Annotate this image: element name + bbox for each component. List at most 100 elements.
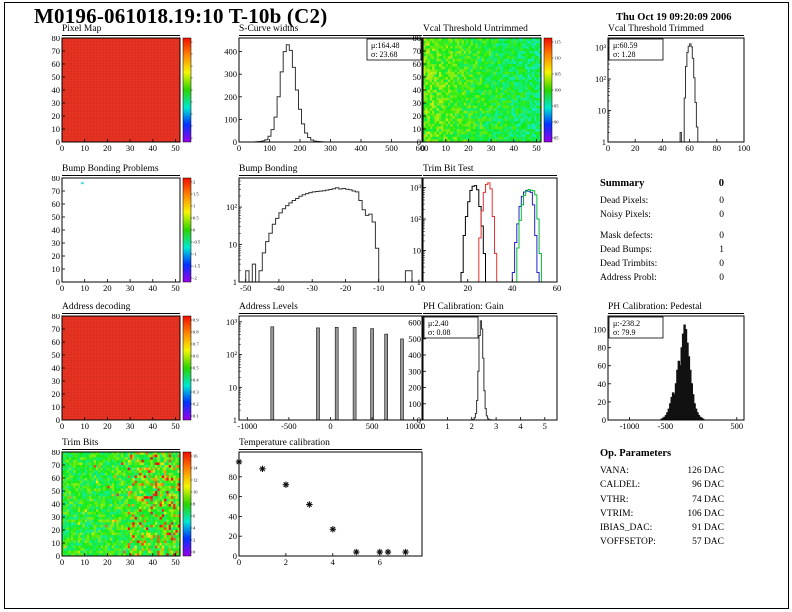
op-parameter-row: VTHR: 74 DAC xyxy=(600,493,724,507)
plot-ph-calibration-gain-title: PH Calibration: Gain xyxy=(423,302,557,314)
svg-text:μ:60.59: μ:60.59 xyxy=(613,41,638,50)
plot-vcal-threshold-untrimmed-title: Vcal Threshold Untrimmed xyxy=(423,24,541,36)
svg-text:80: 80 xyxy=(229,472,238,482)
svg-text:50: 50 xyxy=(52,72,61,82)
svg-text:60: 60 xyxy=(598,361,607,371)
plot-vcal-threshold-trimmed-canvas: 0 20 40 60 80 100 1 10 10² 10³ μ:60.59σ: 1.28 xyxy=(595,37,751,153)
svg-text:0: 0 xyxy=(421,283,425,293)
svg-text:-40: -40 xyxy=(273,283,284,293)
op-parameter-value: 57 DAC xyxy=(692,537,724,548)
svg-text:30: 30 xyxy=(126,283,135,293)
svg-text:σ: 79.9: σ: 79.9 xyxy=(613,328,636,337)
plot-scurve-widths: S-Curve widths 0 100 200 300 400 500 600 0 100 20… xyxy=(213,24,430,158)
svg-text:100: 100 xyxy=(263,143,276,153)
plot-ph-calibration-pedestal-title: PH Calibration: Pedestal xyxy=(608,302,744,314)
svg-text:70: 70 xyxy=(52,46,61,56)
svg-text:40: 40 xyxy=(149,283,158,293)
svg-text:20: 20 xyxy=(631,143,640,153)
op-parameter-row: VANA: 126 DAC xyxy=(600,464,724,478)
svg-text:0.2: 0.2 xyxy=(193,402,199,407)
svg-text:1: 1 xyxy=(233,277,237,287)
timestamp: Thu Oct 19 09:20:09 2006 xyxy=(616,12,732,23)
op-parameters-title: Op. Parameters xyxy=(600,448,672,459)
svg-text:1: 1 xyxy=(602,137,606,147)
op-parameter-label: VOFFSETOP: xyxy=(600,537,656,548)
summary-row: Noisy Pixels: 0 xyxy=(600,208,724,222)
svg-text:50: 50 xyxy=(171,143,180,153)
svg-text:0: 0 xyxy=(60,283,64,293)
svg-text:60: 60 xyxy=(553,283,562,293)
svg-text:0.1: 0.1 xyxy=(193,414,199,419)
svg-text:μ:164.48: μ:164.48 xyxy=(371,41,400,50)
svg-text:-20: -20 xyxy=(340,283,351,293)
svg-text:80: 80 xyxy=(52,36,61,43)
svg-text:0.5: 0.5 xyxy=(193,216,199,221)
svg-text:80: 80 xyxy=(52,450,61,457)
svg-text:40: 40 xyxy=(149,421,158,431)
svg-text:20: 20 xyxy=(598,397,607,407)
svg-text:10: 10 xyxy=(80,283,89,293)
svg-text:0.3: 0.3 xyxy=(193,390,199,395)
op-parameter-value: 96 DAC xyxy=(692,480,724,491)
svg-text:0: 0 xyxy=(60,143,64,153)
svg-text:40: 40 xyxy=(149,557,158,567)
svg-text:0: 0 xyxy=(602,415,606,425)
svg-text:0: 0 xyxy=(193,550,196,555)
svg-text:-1: -1 xyxy=(193,252,197,257)
plot-trim-bit-test-canvas: 0 20 40 60 1 10 10² 10³ xyxy=(410,177,562,293)
svg-text:-10: -10 xyxy=(373,283,384,293)
plot-trim-bits: Trim Bits 0 10 20 30 40 50 0 10 20 30 40 50 60 70 80 16… xyxy=(36,438,204,572)
svg-text:0.5: 0.5 xyxy=(193,366,199,371)
svg-text:60: 60 xyxy=(52,337,61,347)
svg-text:0: 0 xyxy=(237,557,241,567)
svg-text:80: 80 xyxy=(598,343,607,353)
svg-text:σ: 0.08: σ: 0.08 xyxy=(428,328,451,337)
svg-text:500: 500 xyxy=(366,421,379,431)
svg-text:40: 40 xyxy=(508,283,517,293)
svg-text:115: 115 xyxy=(554,40,561,45)
svg-text:50: 50 xyxy=(532,143,541,153)
svg-text:4: 4 xyxy=(518,421,523,431)
svg-text:10: 10 xyxy=(229,382,238,392)
svg-text:5: 5 xyxy=(543,421,547,431)
summary-row-value: 0 xyxy=(719,259,724,269)
svg-text:0: 0 xyxy=(60,557,64,567)
summary-row-label: Address Probl: xyxy=(600,273,657,284)
summary-row-label: Mask defects: xyxy=(600,230,654,241)
svg-text:300: 300 xyxy=(324,143,337,153)
svg-text:70: 70 xyxy=(52,186,61,196)
svg-text:100: 100 xyxy=(593,325,606,335)
svg-text:50: 50 xyxy=(52,350,61,360)
svg-text:0: 0 xyxy=(699,421,703,431)
plot-address-decoding-canvas: 0 10 20 30 40 50 0 10 20 30 40 50 60 70 80 0.9 0.8 0.7 0.6… xyxy=(52,314,200,431)
svg-text:300: 300 xyxy=(408,366,421,376)
svg-text:10: 10 xyxy=(80,421,89,431)
svg-text:10: 10 xyxy=(80,143,89,153)
plot-scurve-widths-title: S-Curve widths xyxy=(239,24,422,36)
svg-text:2: 2 xyxy=(193,538,195,543)
svg-text:σ: 23.68: σ: 23.68 xyxy=(371,50,398,59)
plot-ph-calibration-pedestal: PH Calibration: Pedestal -1000 -500 0 500 0 2… xyxy=(582,302,752,436)
svg-text:10: 10 xyxy=(193,490,198,495)
svg-text:40: 40 xyxy=(598,379,607,389)
op-parameter-value: 91 DAC xyxy=(692,523,724,533)
svg-text:100: 100 xyxy=(738,143,751,153)
svg-text:0: 0 xyxy=(237,143,241,153)
svg-text:0.6: 0.6 xyxy=(193,354,199,359)
svg-text:70: 70 xyxy=(52,460,61,470)
summary-row: Dead Trimbits: 0 xyxy=(600,257,724,271)
op-parameter-label: CALDEL: xyxy=(600,480,641,491)
svg-text:100: 100 xyxy=(408,399,421,409)
svg-text:40: 40 xyxy=(510,143,519,153)
summary-total: 0 xyxy=(718,178,724,189)
svg-text:20: 20 xyxy=(464,143,473,153)
svg-text:10: 10 xyxy=(413,124,422,134)
op-parameter-row: CALDEL: 96 DAC xyxy=(600,478,724,492)
svg-text:200: 200 xyxy=(294,143,307,153)
plot-vcal-threshold-trimmed-title: Vcal Threshold Trimmed xyxy=(608,24,744,36)
op-parameters-header: Op. Parameters xyxy=(600,448,724,459)
svg-text:10: 10 xyxy=(52,264,61,274)
svg-text:40: 40 xyxy=(658,143,667,153)
plot-pixel-map: Pixel Map 0 10 20 30 40 50 0 10 20 30 40 50 60 70 80 xyxy=(36,24,204,158)
op-parameter-row: VOFFSETOP: 57 DAC xyxy=(600,535,724,549)
